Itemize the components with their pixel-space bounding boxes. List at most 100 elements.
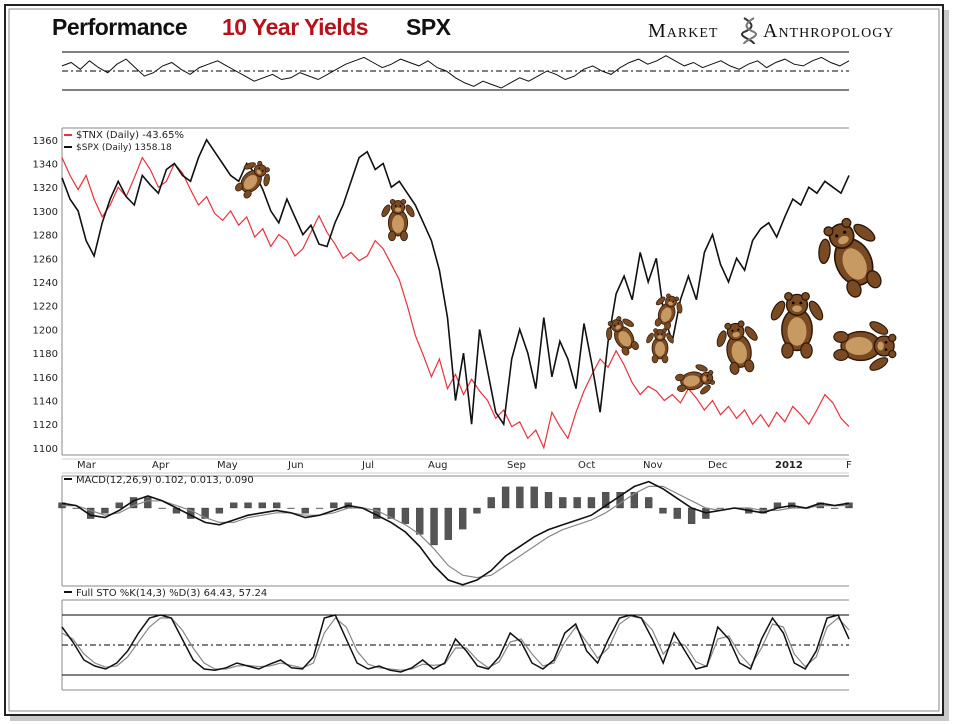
bear-arm <box>606 327 613 341</box>
bear-icon <box>381 199 415 242</box>
panel-indicator-top <box>61 51 850 91</box>
bear-eye <box>661 333 663 335</box>
bear-ear <box>389 199 396 205</box>
sto-d-line <box>61 615 850 671</box>
bear-ear <box>264 167 270 173</box>
bear-arm <box>853 223 876 242</box>
bear-icon <box>646 328 674 364</box>
bear-arm <box>243 162 256 170</box>
price-y-tick-label: 1300 <box>33 207 58 218</box>
bear-ear <box>841 217 852 228</box>
title-performance: Performance <box>52 14 188 40</box>
price-y-tick-label: 1120 <box>33 420 58 431</box>
bear-eye <box>261 170 264 172</box>
top-indicator-line <box>61 55 850 89</box>
bear-icon <box>833 321 897 371</box>
macd-histogram-bar <box>687 507 696 524</box>
bear-arm <box>744 326 758 341</box>
bear-eye <box>835 234 839 238</box>
macd-legend-label: MACD(12,26,9) 0.102, 0.013, 0.090 <box>76 475 254 486</box>
price-y-tick-label: 1140 <box>33 397 58 408</box>
price-x-tick-label: Apr <box>152 460 170 471</box>
macd-histogram-bar <box>487 497 495 509</box>
brand-market: Market <box>648 20 719 42</box>
bear-ear <box>653 328 658 333</box>
bear-ear <box>784 291 793 301</box>
price-x-tick-label: Jun <box>287 460 304 471</box>
bear-arm <box>695 364 708 372</box>
bear-head <box>700 371 714 385</box>
price-y-tick-label: 1200 <box>33 325 58 336</box>
bear-muzzle <box>838 235 849 245</box>
bear-eye <box>394 205 397 207</box>
bear-muzzle <box>657 335 663 339</box>
bear-ear <box>607 321 613 327</box>
bear-head <box>390 200 406 215</box>
macd-histogram-bar <box>201 507 209 519</box>
bear-leg <box>675 373 685 382</box>
macd-histogram-bar <box>444 507 452 540</box>
macd-signal-line <box>62 485 849 579</box>
bear-ear <box>888 333 897 343</box>
price-x-tick-label: 2012 <box>775 460 803 471</box>
panel-macd: MACD(12,26,9) 0.102, 0.013, 0.090 <box>58 475 853 587</box>
bear-leg <box>729 362 740 375</box>
bear-belly <box>618 331 632 347</box>
bear-ear <box>674 296 680 302</box>
macd-histogram-bar <box>215 507 224 514</box>
bear-ear <box>737 320 745 328</box>
bear-muzzle <box>667 301 673 306</box>
price-y-tick-label: 1220 <box>33 302 58 313</box>
bear-arm <box>646 332 654 344</box>
macd-histogram-bar <box>401 507 410 524</box>
bear-leg <box>800 342 813 359</box>
price-x-tick-label: Nov <box>643 460 663 471</box>
bear-head <box>726 322 745 341</box>
price-y-tick-label: 1260 <box>33 254 58 265</box>
bear-ear <box>257 160 263 166</box>
macd-histogram-bar <box>659 507 667 514</box>
price-x-tick-label: Jul <box>361 460 374 471</box>
macd-histogram-bar <box>158 507 166 509</box>
macd-histogram-bar <box>101 507 109 514</box>
bear-leg <box>846 279 862 298</box>
bear-eye <box>737 328 740 331</box>
macd-histogram-bar <box>530 486 538 509</box>
bear-leg <box>661 354 669 364</box>
brand-anthropology: Anthropology <box>763 20 895 42</box>
macd-histogram-bar <box>559 497 567 509</box>
bear-eye <box>657 333 659 335</box>
bear-eye <box>668 299 671 301</box>
bear-muzzle <box>256 169 262 175</box>
bear-leg <box>833 349 849 361</box>
bear-head <box>610 318 624 332</box>
bear-ear <box>400 199 407 205</box>
bear-muzzle <box>615 325 621 330</box>
bear-icon <box>770 291 824 359</box>
bear-ear <box>823 226 834 237</box>
panel-price: 1360 1340 1320 1300 1280 1260 1240 1220 1200 1180… <box>33 127 852 474</box>
bear-head <box>665 295 677 308</box>
sto-legend-label: Full STO %K(14,3) %D(3) 64.43, 57.24 <box>76 588 267 599</box>
bear-belly <box>842 248 867 280</box>
price-y-tick-label: 1100 <box>33 444 58 455</box>
bear-leg <box>654 318 662 327</box>
bear-leg <box>400 230 408 242</box>
panel-stochastic: Full STO %K(14,3) %D(3) 64.43, 57.24 <box>61 588 850 691</box>
bear-muzzle <box>792 305 802 313</box>
bear-head <box>828 223 855 249</box>
bear-icon <box>606 316 639 356</box>
bear-head <box>654 329 666 341</box>
price-x-tick-label: May <box>217 460 238 471</box>
price-y-tick-label: 1240 <box>33 278 58 289</box>
bear-ear <box>708 370 714 376</box>
macd-histogram-bar <box>630 492 639 509</box>
macd-histogram-bar <box>144 497 152 509</box>
spx-series-line <box>61 138 850 427</box>
bear-eye <box>613 324 616 327</box>
macd-histogram-bar <box>473 507 481 514</box>
bear-leg <box>744 359 755 373</box>
bear-ear <box>616 316 622 322</box>
bear-arm <box>700 384 711 395</box>
